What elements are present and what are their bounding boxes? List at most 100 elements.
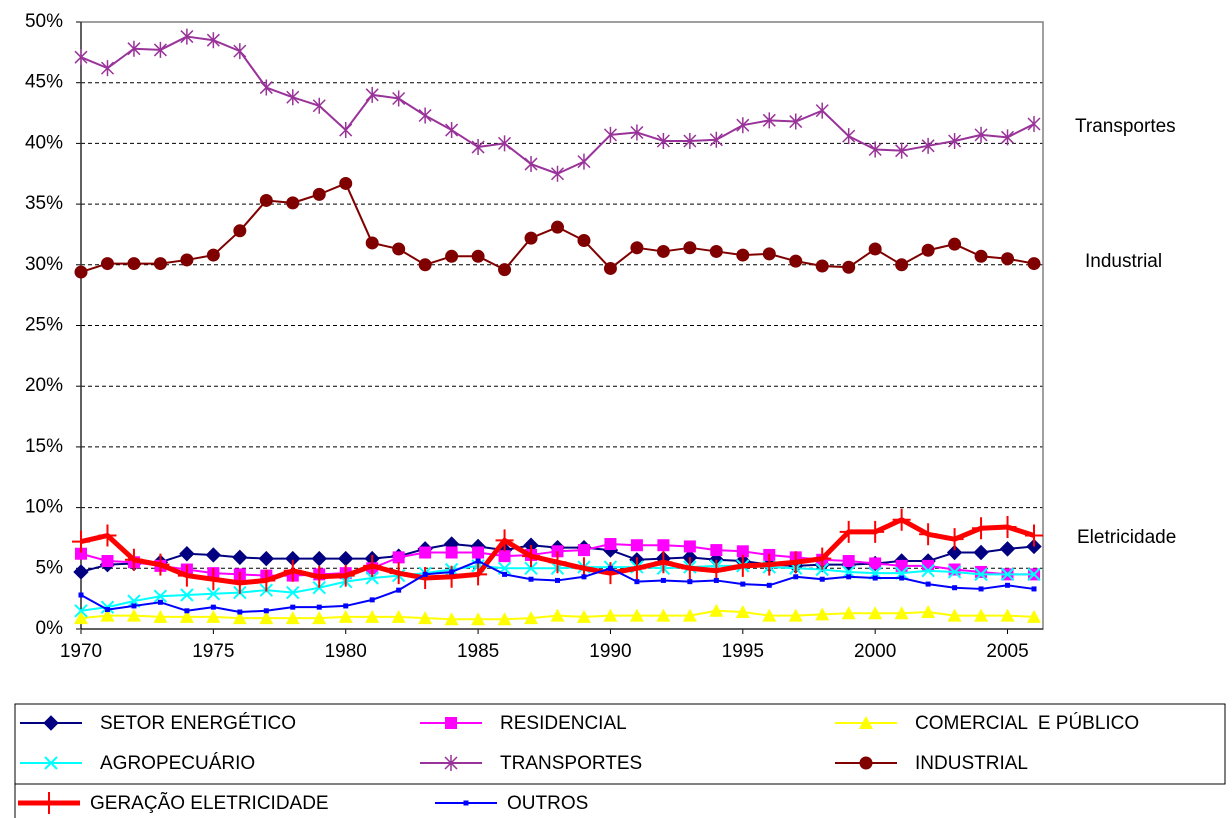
- marker: [444, 612, 459, 626]
- marker: [127, 40, 141, 57]
- marker: [72, 530, 90, 553]
- marker: [524, 611, 539, 625]
- marker: [604, 538, 617, 551]
- marker: [153, 609, 168, 623]
- marker: [311, 550, 327, 567]
- marker: [846, 574, 852, 580]
- x-tick-label: 1970: [60, 641, 102, 662]
- marker: [892, 508, 911, 531]
- marker: [263, 608, 269, 614]
- marker: [449, 569, 455, 575]
- marker: [603, 608, 618, 622]
- legend-label: OUTROS: [507, 793, 588, 814]
- marker: [204, 568, 223, 591]
- marker: [290, 604, 296, 610]
- marker: [312, 187, 326, 201]
- marker: [74, 604, 88, 618]
- marker: [657, 539, 670, 552]
- marker: [418, 611, 433, 625]
- series: [72, 508, 1043, 594]
- marker: [363, 554, 382, 577]
- marker: [237, 609, 243, 615]
- marker: [895, 258, 909, 272]
- marker: [205, 547, 222, 563]
- marker: [78, 592, 84, 598]
- legend-item: SETOR ENERGÉTICO: [20, 713, 296, 734]
- marker: [179, 609, 194, 623]
- marker: [206, 587, 221, 601]
- marker: [683, 540, 696, 553]
- legend-item: RESIDENCIAL: [420, 713, 627, 734]
- marker: [680, 557, 699, 580]
- marker: [126, 608, 141, 622]
- marker: [392, 242, 406, 256]
- marker: [151, 553, 170, 576]
- marker: [999, 541, 1016, 557]
- y-tick-label: 50%: [25, 11, 63, 32]
- marker: [157, 599, 163, 605]
- marker: [502, 571, 508, 577]
- legend-marker: [445, 717, 457, 729]
- x-tick-label: 1985: [457, 641, 499, 662]
- marker: [581, 574, 587, 580]
- marker: [259, 79, 273, 96]
- marker: [1005, 582, 1011, 588]
- y-tick-label: 25%: [25, 315, 63, 336]
- marker: [365, 86, 379, 103]
- marker: [232, 549, 248, 566]
- legend-label: TRANSPORTES: [500, 753, 642, 774]
- marker: [184, 608, 190, 614]
- marker: [946, 544, 963, 561]
- legend-label: RESIDENCIAL: [500, 713, 627, 734]
- marker: [577, 544, 590, 557]
- marker: [869, 557, 882, 570]
- marker: [422, 571, 428, 577]
- marker: [1027, 115, 1041, 132]
- marker: [921, 605, 936, 619]
- x-tick-label: 2005: [986, 641, 1028, 662]
- series: [74, 176, 1041, 279]
- marker: [709, 244, 723, 258]
- marker: [258, 550, 275, 567]
- marker: [972, 517, 991, 540]
- y-tick-label: 0%: [36, 618, 64, 639]
- legend-marker: [463, 800, 469, 806]
- marker: [396, 587, 402, 593]
- marker: [233, 43, 247, 60]
- marker: [842, 260, 856, 274]
- marker: [286, 89, 300, 106]
- legend-label: COMERCIAL E PÚBLICO: [915, 712, 1139, 734]
- legend-item: INDUSTRIAL: [835, 753, 1028, 774]
- marker: [973, 544, 989, 561]
- marker: [369, 597, 375, 603]
- marker: [392, 551, 405, 564]
- marker: [524, 231, 538, 245]
- marker: [101, 555, 114, 568]
- marker: [687, 579, 693, 585]
- marker: [310, 565, 329, 588]
- marker: [998, 516, 1017, 539]
- marker: [180, 28, 194, 45]
- legend-item: COMERCIAL E PÚBLICO: [835, 712, 1139, 734]
- marker: [418, 107, 432, 124]
- marker: [339, 122, 353, 139]
- y-tick-label: 5%: [36, 557, 64, 578]
- marker: [682, 608, 697, 622]
- marker: [815, 259, 829, 273]
- marker: [550, 165, 565, 182]
- plot-frame: [80, 21, 1044, 630]
- marker: [528, 576, 534, 582]
- marker: [210, 604, 216, 610]
- marker: [257, 569, 276, 592]
- marker: [73, 564, 89, 580]
- marker: [736, 117, 750, 134]
- marker: [336, 564, 355, 587]
- marker: [339, 176, 353, 190]
- marker: [1025, 524, 1043, 547]
- marker: [75, 547, 87, 560]
- marker: [921, 137, 935, 154]
- legend-label: INDUSTRIAL: [915, 753, 1028, 774]
- marker: [872, 575, 878, 581]
- marker: [656, 132, 670, 149]
- marker: [603, 261, 617, 275]
